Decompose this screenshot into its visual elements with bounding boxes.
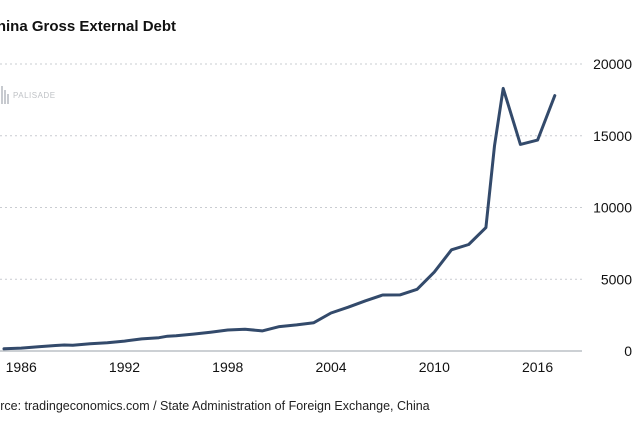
x-axis-ticks: 1986 1992 1998 2004 2010 2016 <box>6 359 554 375</box>
x-tick-label: 2010 <box>419 359 450 375</box>
x-tick-label: 2004 <box>315 359 346 375</box>
x-tick-label: 1992 <box>109 359 140 375</box>
chart-title: China Gross External Debt <box>0 18 177 35</box>
series-lines <box>2 86 557 351</box>
x-tick-label: 1998 <box>212 359 243 375</box>
y-axis-ticks: 0 5000 10000 15000 20000 <box>593 56 632 359</box>
y-tick-label: 10000 <box>593 200 632 216</box>
y-tick-label: 20000 <box>593 56 632 72</box>
chart-source: Source: tradingeconomics.com / State Adm… <box>0 399 430 413</box>
x-tick-label: 1986 <box>6 359 37 375</box>
series-line <box>2 86 557 351</box>
y-tick-label: 15000 <box>593 128 632 144</box>
palisade-watermark: PALISADE <box>0 86 56 104</box>
y-tick-label: 5000 <box>601 271 632 287</box>
y-tick-label: 0 <box>624 343 632 359</box>
x-tick-label: 2016 <box>522 359 553 375</box>
watermark-text: PALISADE <box>13 90 56 100</box>
palisade-logo-icon <box>1 86 9 104</box>
grid <box>0 63 582 352</box>
